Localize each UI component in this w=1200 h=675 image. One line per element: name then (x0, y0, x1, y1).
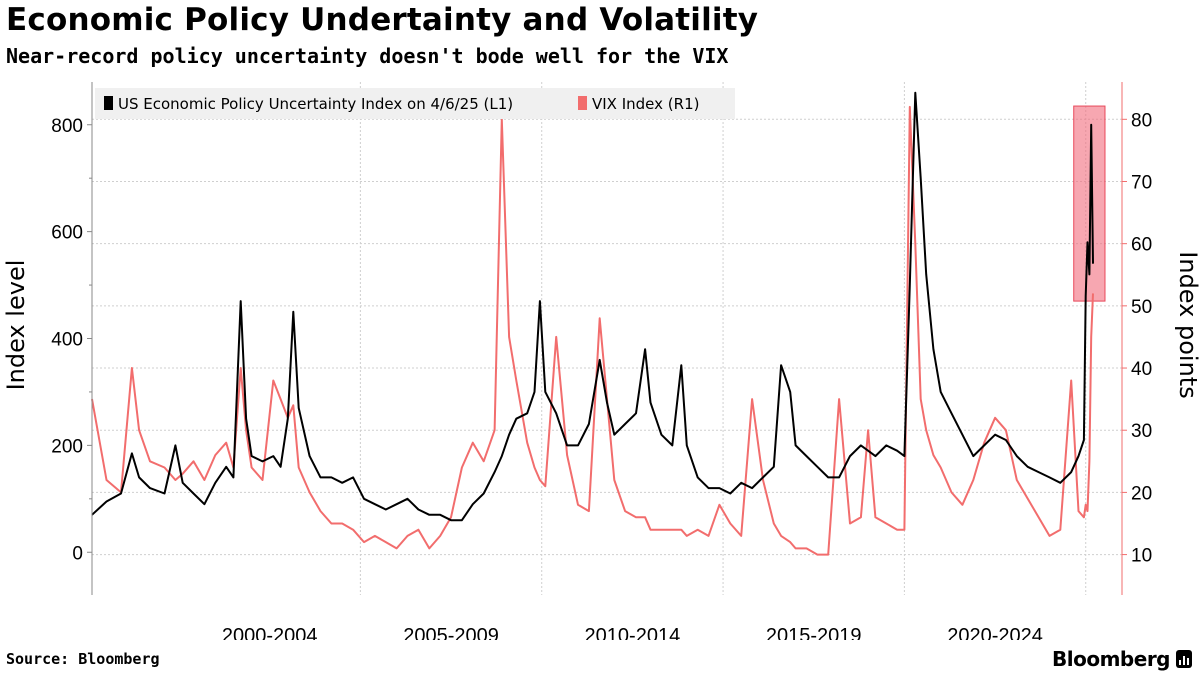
legend-swatch-vix (578, 96, 587, 110)
chart-title: Economic Policy Undertainty and Volatili… (6, 2, 759, 38)
right-tick-label: 80 (1131, 110, 1152, 131)
x-tick-label: 2020-2024 (947, 625, 1043, 640)
bloomberg-logo-icon (1176, 650, 1192, 668)
brand-name: Bloomberg (1052, 647, 1170, 671)
x-tick-label: 2005-2009 (403, 625, 499, 640)
series-layer (91, 91, 1094, 556)
legend-label-epu: US Economic Policy Uncertainty Index on … (118, 95, 513, 113)
x-tick-label: 2000-2004 (222, 625, 318, 640)
legend-background (95, 88, 735, 119)
left-axis: 0 200 400 600 800 Index level (2, 82, 93, 595)
chart-subtitle: Near-record policy uncertainty doesn't b… (6, 44, 729, 68)
legend-swatch-epu (104, 96, 113, 110)
right-axis: 10 20 30 40 50 60 70 80 Index points (1121, 82, 1200, 595)
chart: US Economic Policy Uncertainty Index on … (2, 82, 1200, 640)
source-note: Source: Bloomberg (6, 650, 160, 668)
right-tick-label: 60 (1131, 235, 1152, 256)
x-tick-label: 2015-2019 (766, 625, 862, 640)
left-tick-label: 0 (72, 543, 83, 564)
left-tick-label: 600 (51, 223, 83, 244)
right-tick-label: 10 (1131, 546, 1152, 567)
right-tick-label: 50 (1131, 297, 1152, 318)
right-tick-label: 30 (1131, 421, 1152, 442)
brand: Bloomberg (1052, 647, 1192, 671)
gridlines (92, 82, 1122, 595)
legend-label-vix: VIX Index (R1) (592, 95, 699, 113)
right-tick-label: 20 (1131, 483, 1152, 504)
x-tick-label: 2010-2014 (585, 625, 681, 640)
series-line-vix (91, 105, 1094, 556)
x-axis: 2000-2004 2005-2009 2010-2014 2015-2019 2020… (222, 625, 1043, 640)
left-axis-label: Index level (2, 260, 30, 391)
right-tick-label: 70 (1131, 172, 1152, 193)
right-tick-label: 40 (1131, 359, 1152, 380)
right-axis-label: Index points (1174, 251, 1200, 398)
left-tick-label: 800 (51, 116, 83, 137)
legend: US Economic Policy Uncertainty Index on … (95, 88, 735, 119)
left-tick-label: 200 (51, 436, 83, 457)
series-line-epu (91, 91, 1094, 522)
left-tick-label: 400 (51, 330, 83, 351)
